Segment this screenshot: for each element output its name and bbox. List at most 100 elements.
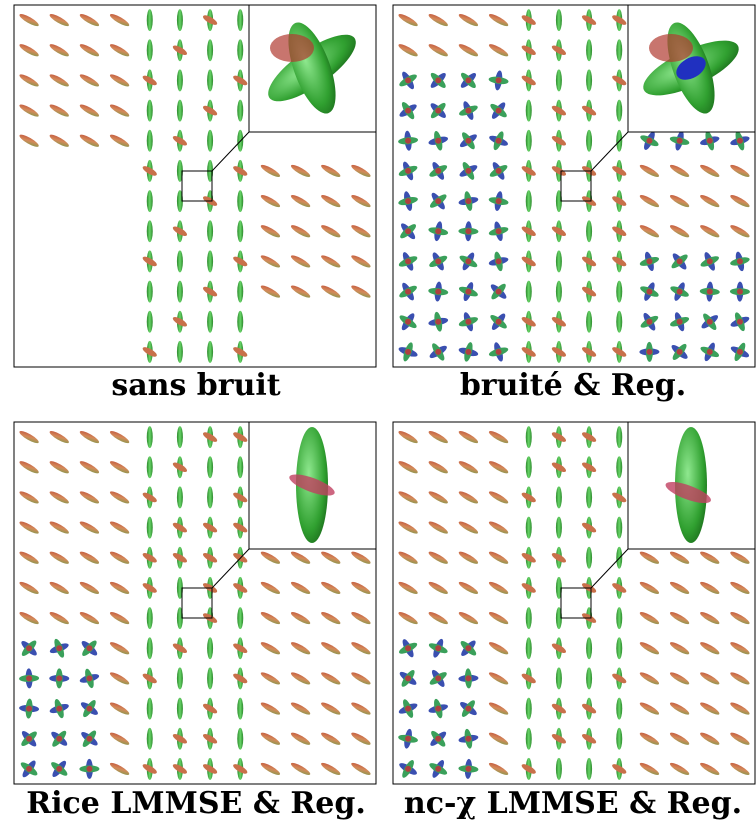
glyph — [56, 766, 62, 772]
caption: bruité & Reg. — [460, 368, 686, 403]
glyph — [465, 706, 471, 712]
glyph — [556, 250, 562, 272]
panel — [393, 5, 755, 367]
glyph — [677, 319, 683, 325]
glyph — [435, 675, 441, 681]
glyph — [707, 289, 713, 295]
big-glyph — [270, 34, 314, 62]
glyph — [556, 9, 562, 31]
glyph — [435, 258, 441, 264]
glyph — [86, 766, 92, 772]
glyph — [586, 130, 592, 152]
glyph — [465, 736, 471, 742]
big-glyph — [649, 34, 693, 62]
glyph — [207, 341, 213, 363]
glyph — [405, 736, 411, 742]
glyph — [586, 69, 592, 91]
glyph — [616, 728, 622, 750]
glyph — [405, 766, 411, 772]
figure: sans bruit bruité & Reg. Rice LMMSE & Re… — [0, 0, 756, 823]
glyph — [737, 349, 743, 355]
glyph — [465, 645, 471, 651]
glyph — [435, 766, 441, 772]
glyph — [465, 289, 471, 295]
glyph — [616, 698, 622, 720]
glyph — [465, 258, 471, 264]
glyph — [586, 547, 592, 569]
glyph — [526, 637, 532, 659]
glyph — [496, 228, 502, 234]
glyph — [177, 426, 183, 448]
glyph — [177, 100, 183, 122]
glyph — [496, 138, 502, 144]
glyph — [616, 607, 622, 629]
glyph — [586, 311, 592, 333]
glyph — [646, 319, 652, 325]
glyph — [616, 456, 622, 478]
glyph — [237, 281, 243, 303]
glyph — [526, 190, 532, 212]
glyph — [405, 77, 411, 83]
glyph — [646, 349, 652, 355]
glyph — [207, 250, 213, 272]
glyph — [405, 289, 411, 295]
glyph — [207, 130, 213, 152]
glyph — [526, 607, 532, 629]
glyph — [147, 728, 153, 750]
panel — [393, 422, 755, 784]
glyph — [405, 138, 411, 144]
glyph — [435, 138, 441, 144]
glyph — [237, 728, 243, 750]
glyph — [677, 258, 683, 264]
glyph — [435, 349, 441, 355]
glyph — [465, 228, 471, 234]
glyph — [237, 220, 243, 242]
glyph — [616, 100, 622, 122]
glyph — [707, 258, 713, 264]
glyph — [616, 637, 622, 659]
glyph — [586, 486, 592, 508]
glyph — [707, 138, 713, 144]
glyph — [707, 319, 713, 325]
glyph — [496, 168, 502, 174]
glyph — [405, 319, 411, 325]
glyph — [405, 706, 411, 712]
glyph — [147, 100, 153, 122]
glyph — [147, 456, 153, 478]
glyph — [677, 349, 683, 355]
glyph — [677, 289, 683, 295]
glyph — [147, 190, 153, 212]
glyph — [147, 220, 153, 242]
glyph — [405, 675, 411, 681]
glyph — [147, 698, 153, 720]
glyph — [646, 289, 652, 295]
glyph — [56, 675, 62, 681]
glyph — [526, 728, 532, 750]
glyph — [86, 736, 92, 742]
glyph — [86, 706, 92, 712]
glyph — [496, 77, 502, 83]
glyph — [435, 108, 441, 114]
glyph — [556, 486, 562, 508]
glyph — [56, 736, 62, 742]
caption: sans bruit — [111, 368, 280, 403]
glyph — [616, 39, 622, 61]
glyph — [465, 198, 471, 204]
glyph — [147, 130, 153, 152]
glyph — [435, 198, 441, 204]
glyph — [465, 168, 471, 174]
glyph — [465, 77, 471, 83]
glyph — [207, 39, 213, 61]
glyph — [26, 736, 32, 742]
glyph — [435, 645, 441, 651]
glyph — [26, 645, 32, 651]
glyph — [677, 138, 683, 144]
glyph — [465, 766, 471, 772]
glyph — [177, 667, 183, 689]
glyph — [496, 258, 502, 264]
glyph — [616, 426, 622, 448]
glyph — [526, 517, 532, 539]
glyph — [616, 311, 622, 333]
glyph — [207, 69, 213, 91]
glyph — [147, 426, 153, 448]
